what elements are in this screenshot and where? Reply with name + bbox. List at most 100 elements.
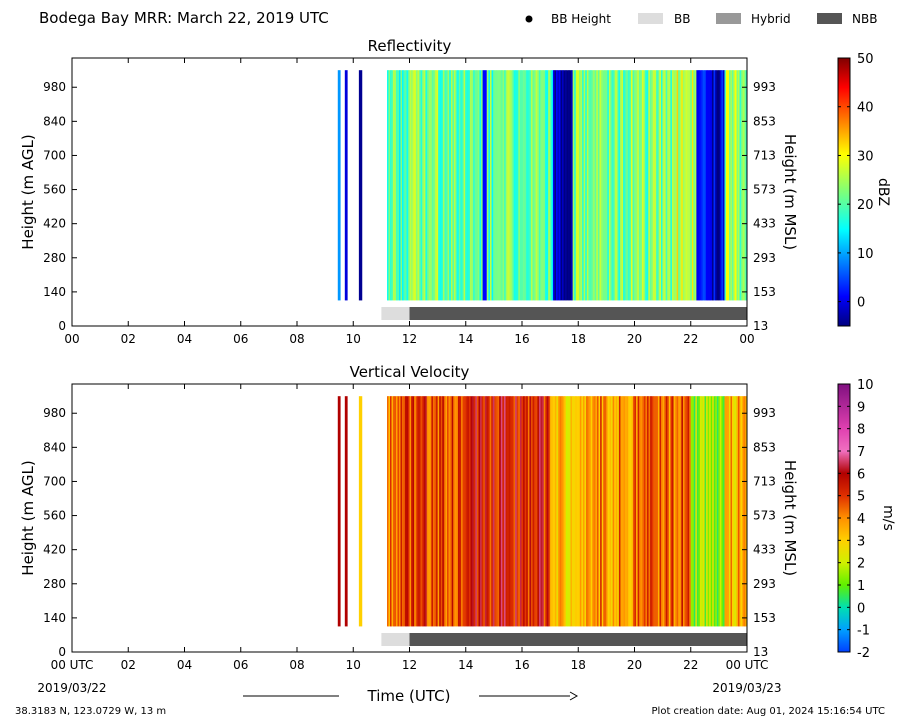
- velocity-cell: [337, 396, 341, 627]
- velocity-cell: [546, 396, 549, 627]
- reflectivity-cell: [643, 70, 646, 301]
- reflectivity-cell: [439, 70, 442, 301]
- reflectivity-cell: [701, 70, 704, 301]
- velocity-cell: [592, 396, 595, 627]
- velocity-x-tick-label: 20: [627, 658, 642, 672]
- reflectivity-cell: [420, 70, 423, 301]
- reflectivity-cell: [450, 70, 453, 301]
- reflectivity-y-tick-label: 840: [43, 114, 66, 128]
- velocity-cell: [637, 396, 640, 627]
- reflectivity-cell: [613, 70, 616, 301]
- velocity-cell: [581, 396, 584, 627]
- reflectivity-cell: [566, 70, 569, 301]
- velocity-x-ticks: 00 UTC 02 04 06 08 10 12 14 16 18 20 22 00 UTC: [51, 384, 768, 672]
- velocity-strips: [337, 396, 748, 627]
- reflectivity-y-tick-label-right: 853: [753, 114, 776, 128]
- velocity-cell: [425, 396, 428, 627]
- velocity-colorbar-tick-label: 2: [857, 557, 865, 572]
- reflectivity-cell: [745, 70, 748, 301]
- reflectivity-ylabel-right: Height (m MSL): [781, 134, 799, 250]
- velocity-cell: [538, 396, 541, 627]
- velocity-cell: [693, 396, 696, 627]
- velocity-cell: [629, 396, 632, 627]
- velocity-x-tick-label: 00 UTC: [51, 658, 94, 672]
- reflectivity-cell: [635, 70, 638, 301]
- reflectivity-cell: [433, 70, 436, 301]
- velocity-cell: [653, 396, 656, 627]
- legend-bb-height-marker: [525, 15, 533, 23]
- velocity-cell: [584, 396, 587, 627]
- velocity-cell: [464, 396, 467, 627]
- reflectivity-cell: [403, 70, 406, 301]
- velocity-cell: [500, 396, 503, 627]
- reflectivity-x-tick-label: 12: [402, 332, 417, 346]
- reflectivity-cell: [627, 70, 630, 301]
- reflectivity-cell: [519, 70, 522, 301]
- reflectivity-colorbar-tick-label: 50: [857, 52, 874, 67]
- velocity-cell: [701, 396, 704, 627]
- velocity-cell: [573, 396, 576, 627]
- velocity-cell: [423, 396, 426, 627]
- velocity-cell: [459, 396, 462, 627]
- reflectivity-cell: [393, 70, 395, 301]
- velocity-cell: [470, 396, 473, 627]
- velocity-cell: [483, 396, 486, 627]
- reflectivity-title: Reflectivity: [368, 37, 452, 55]
- reflectivity-cell: [593, 70, 596, 301]
- velocity-cell: [721, 396, 724, 627]
- velocity-cell: [432, 396, 435, 627]
- legend-hybrid-swatch: [716, 13, 741, 24]
- velocity-cell: [673, 396, 676, 627]
- reflectivity-cell: [588, 70, 591, 301]
- velocity-cell: [719, 396, 722, 627]
- velocity-cell: [394, 396, 397, 627]
- reflectivity-cell: [624, 70, 627, 301]
- velocity-cell: [656, 396, 659, 627]
- velocity-cell: [550, 396, 553, 627]
- reflectivity-cell: [419, 70, 422, 301]
- reflectivity-cell: [651, 70, 654, 301]
- velocity-colorbar-tick-label: 1: [857, 579, 865, 594]
- velocity-panel: Vertical Velocity 00 UTC 02 04 06 08 10 12 14 16…: [19, 363, 896, 672]
- reflectivity-cell: [702, 70, 705, 301]
- velocity-cell: [510, 396, 513, 627]
- velocity-cell: [665, 396, 668, 627]
- x-axis-label: Time (UTC): [367, 687, 451, 705]
- reflectivity-cell: [430, 70, 433, 301]
- reflectivity-cell: [549, 70, 552, 301]
- velocity-cell: [409, 396, 412, 627]
- reflectivity-cell: [608, 70, 611, 301]
- reflectivity-cell: [397, 70, 400, 301]
- velocity-cell: [676, 396, 679, 627]
- reflectivity-strip: [486, 70, 554, 301]
- reflectivity-y-tick-label-right: 573: [753, 183, 776, 197]
- reflectivity-cell: [626, 70, 629, 301]
- reflectivity-colorbar-ticks: 0 10 20 30 40 50: [838, 52, 874, 311]
- reflectivity-cell: [580, 70, 583, 301]
- velocity-cell: [519, 396, 522, 627]
- velocity-cell: [462, 396, 465, 627]
- velocity-cell: [457, 396, 460, 627]
- velocity-y-ticks: 0 13 140 153 280 293 420 433 560 573 700 713 840 853 9…: [43, 406, 776, 659]
- reflectivity-cell: [543, 70, 546, 301]
- velocity-colorbar-label: m/s: [880, 505, 896, 531]
- reflectivity-cell: [710, 70, 713, 301]
- reflectivity-cell: [387, 70, 389, 301]
- velocity-cell: [626, 396, 629, 627]
- velocity-cell: [623, 396, 626, 627]
- reflectivity-cell: [534, 70, 537, 301]
- reflectivity-cell: [601, 70, 603, 301]
- velocity-cell: [738, 396, 740, 627]
- reflectivity-cell: [417, 70, 420, 301]
- velocity-cell: [527, 396, 530, 627]
- velocity-strip: [634, 396, 692, 627]
- velocity-cell: [535, 396, 538, 627]
- velocity-y-tick-label-right: 993: [753, 406, 776, 420]
- velocity-cell: [511, 396, 514, 627]
- reflectivity-cell: [515, 70, 518, 301]
- velocity-cell: [396, 396, 398, 627]
- reflectivity-cell: [391, 70, 394, 301]
- velocity-cell: [415, 396, 418, 627]
- reflectivity-colorbar-tick-label: 10: [857, 247, 874, 262]
- reflectivity-cell: [572, 70, 575, 301]
